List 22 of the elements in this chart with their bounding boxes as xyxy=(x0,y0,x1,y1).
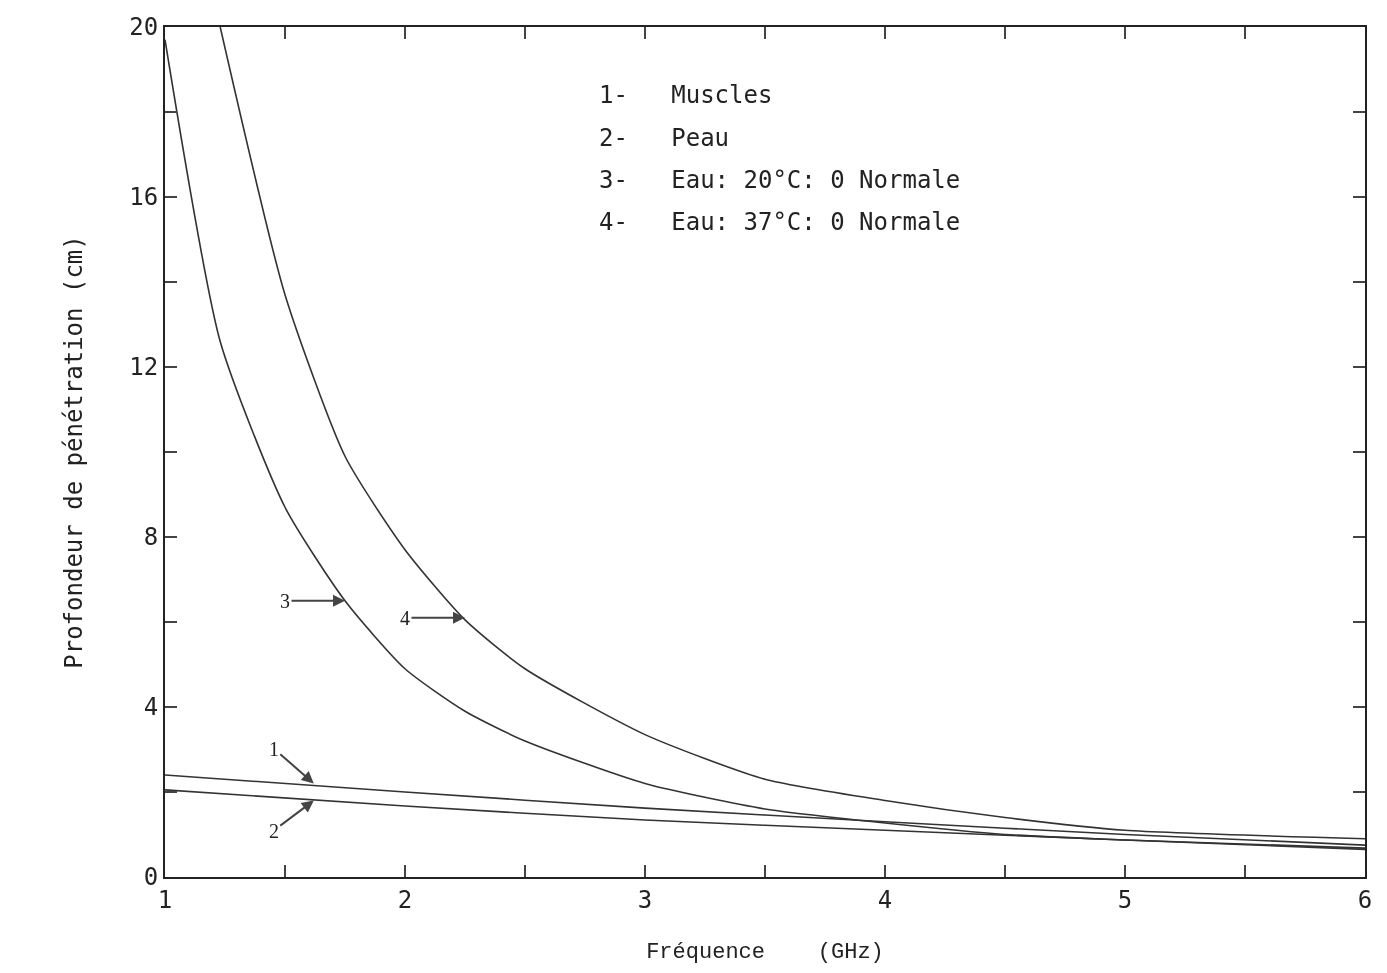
x-tick-label: 5 xyxy=(1117,885,1133,914)
y-tick-label: 16 xyxy=(129,183,159,212)
y-tick-label: 8 xyxy=(143,523,159,552)
annotation: 4 xyxy=(400,607,410,629)
annotation: 1 xyxy=(269,738,279,760)
y-tick-label: 12 xyxy=(129,353,159,382)
y-axis-title: Profondeur de pénétration (cm) xyxy=(59,235,88,669)
y-tick-label: 0 xyxy=(143,863,159,892)
annotation: 2 xyxy=(269,820,279,842)
annotation: 1- Muscles xyxy=(599,81,773,109)
y-tick-label: 20 xyxy=(129,13,159,42)
annotation: 3 xyxy=(280,590,290,612)
x-tick-label: 4 xyxy=(877,885,893,914)
x-tick-label: 3 xyxy=(637,885,653,914)
annotation: 3- Eau: 20°C: 0 Normale xyxy=(599,166,961,194)
x-tick-label: 2 xyxy=(397,885,413,914)
x-tick-label: 1 xyxy=(157,885,173,914)
annotation: 4- Eau: 37°C: 0 Normale xyxy=(599,208,961,236)
annotation: 2- Peau xyxy=(599,124,730,152)
y-tick-label: 4 xyxy=(143,693,159,722)
x-axis-title: Fréquence (GHz) xyxy=(646,940,884,966)
x-tick-label: 6 xyxy=(1357,885,1373,914)
